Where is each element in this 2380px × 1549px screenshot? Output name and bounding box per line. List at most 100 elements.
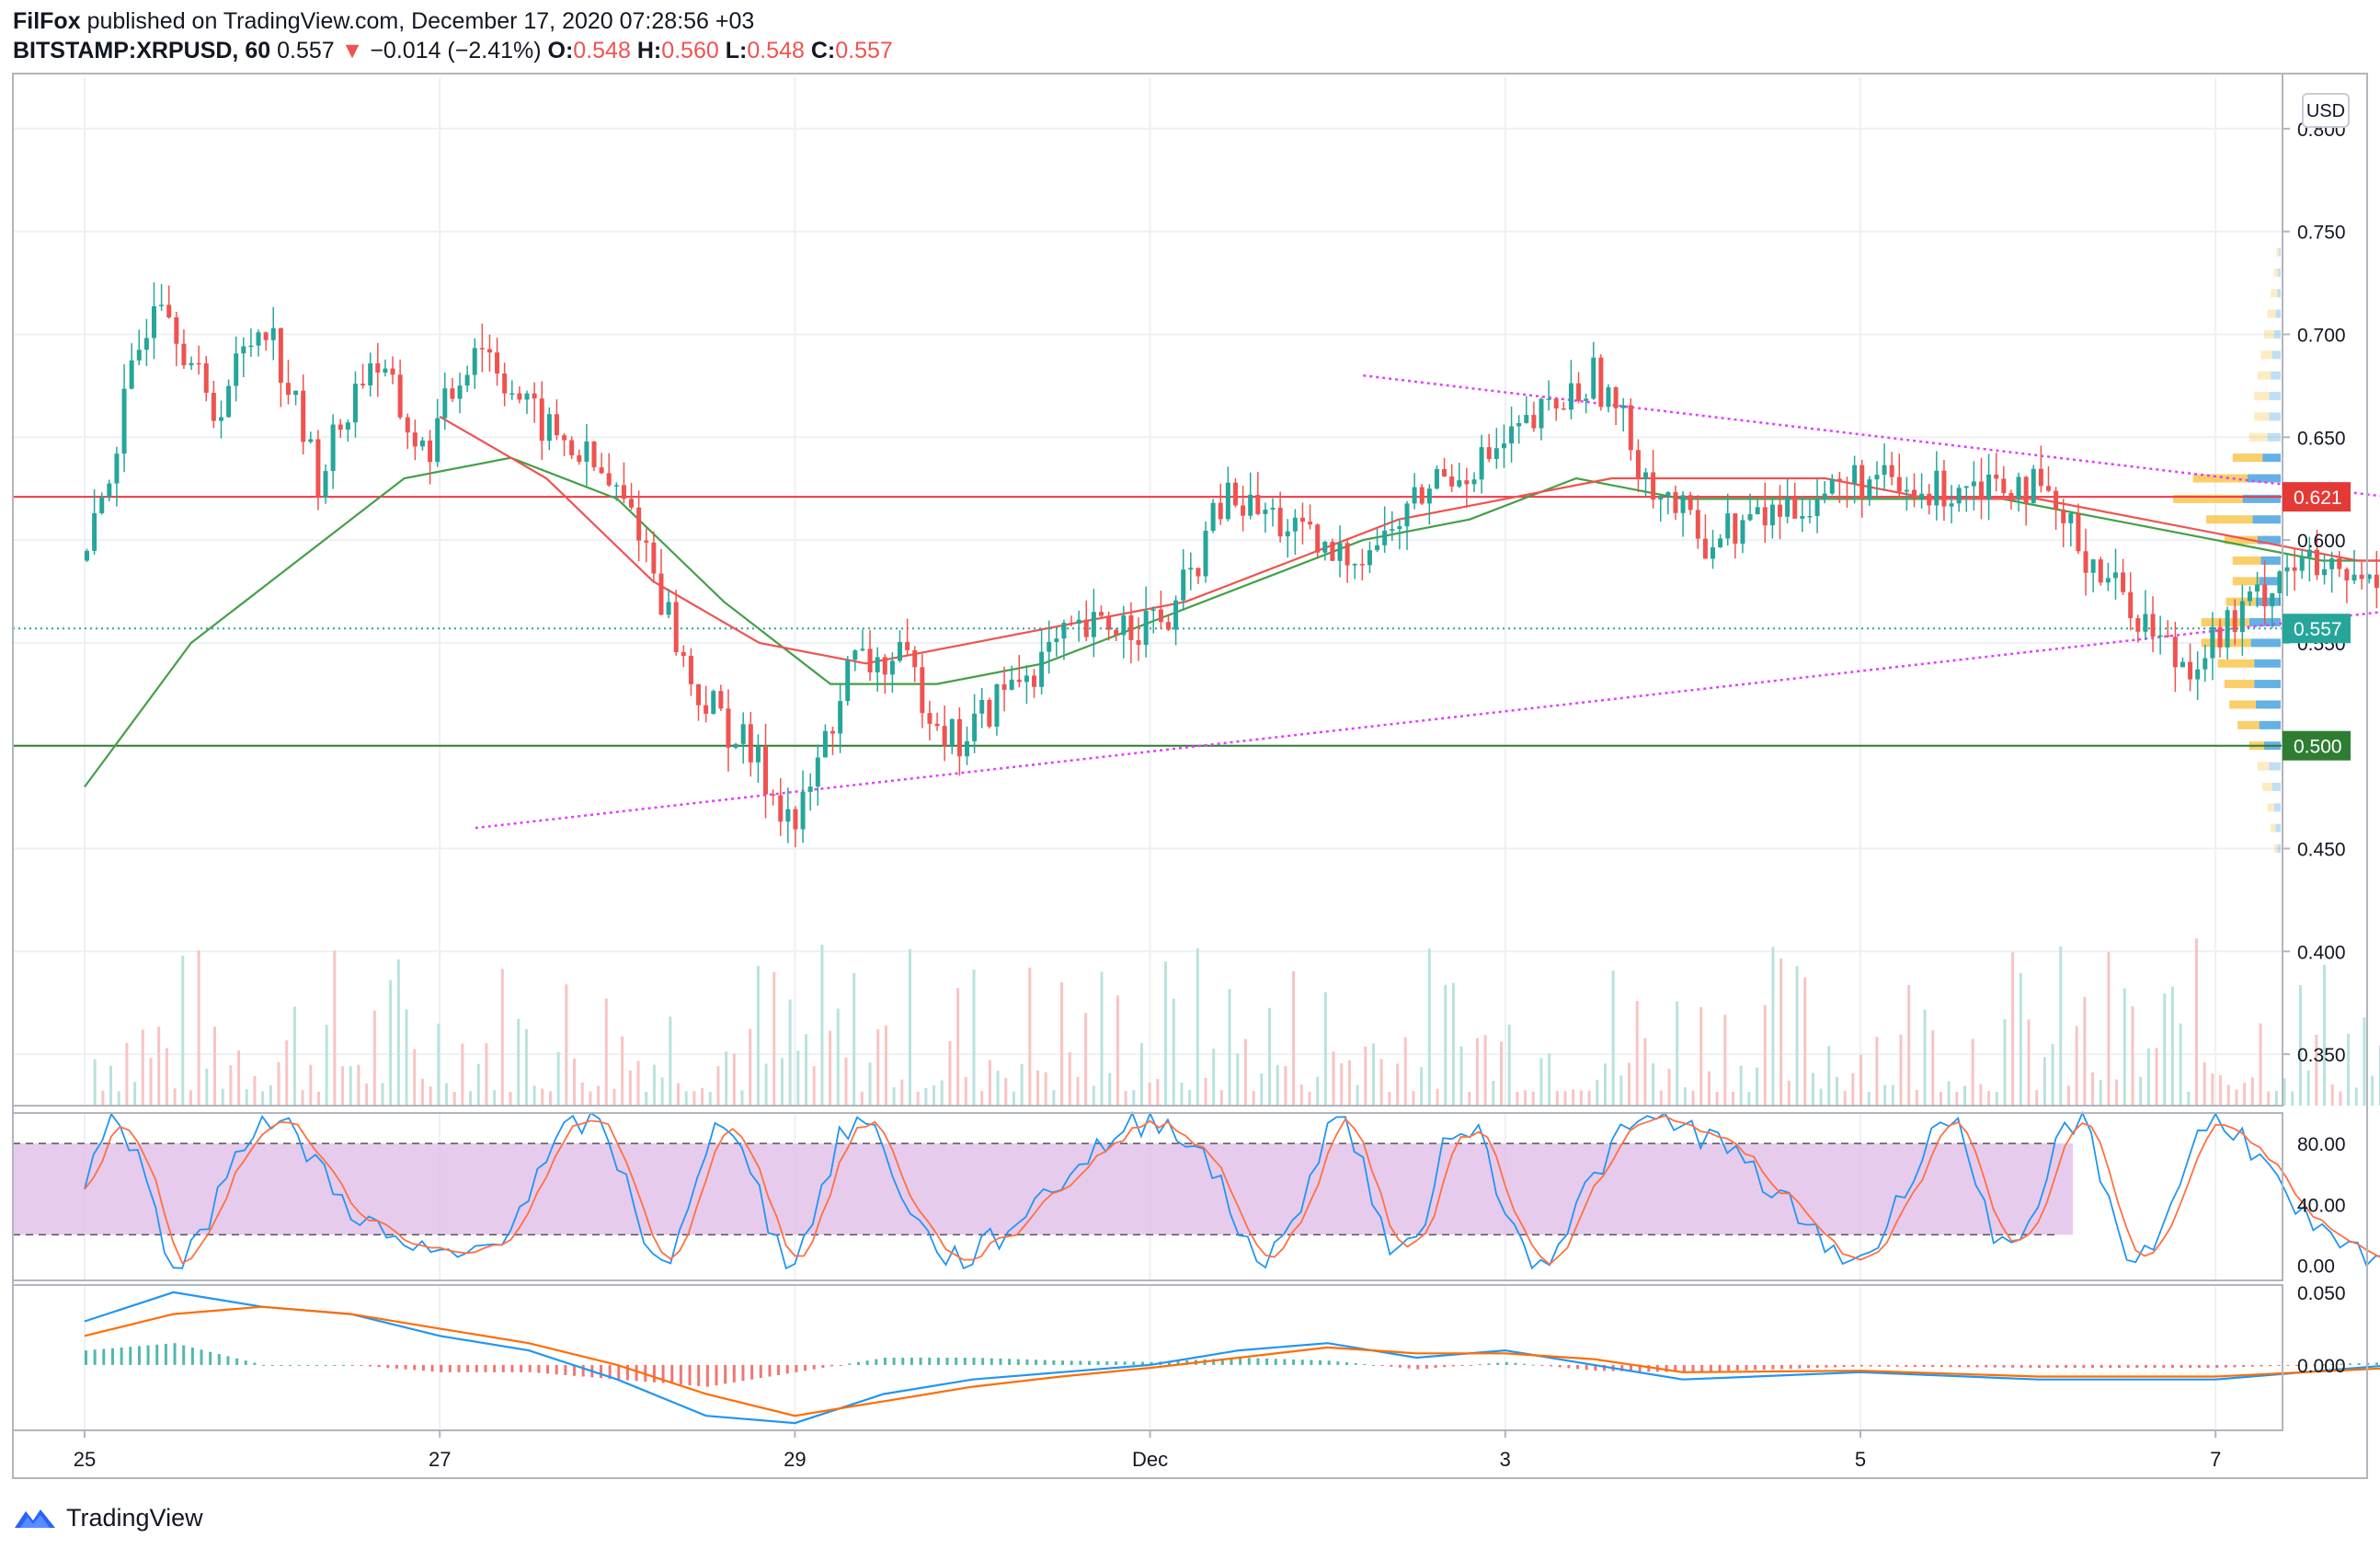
tradingview-footer[interactable]: TradingView <box>13 1499 203 1536</box>
candle-body <box>2344 568 2350 581</box>
volume-bar <box>1060 981 1064 1106</box>
candle-body <box>2135 618 2141 632</box>
volume-bar <box>2291 1091 2294 1106</box>
volume-bar <box>692 1091 696 1106</box>
volume-bar <box>956 988 960 1106</box>
volume-bar <box>189 1090 192 1106</box>
vp-up-bar <box>2248 474 2281 483</box>
volume-bar <box>2107 952 2111 1106</box>
vp-down-bar <box>2232 556 2261 565</box>
candle-body <box>1755 507 1760 515</box>
close-label: C: <box>810 38 836 63</box>
macd-histogram-bar <box>1550 1364 1553 1367</box>
macd-histogram-bar <box>1647 1364 1651 1372</box>
publisher-name[interactable]: FilFox <box>13 8 81 34</box>
usd-button[interactable]: USD <box>2302 93 2350 128</box>
candle-body <box>1785 497 1791 517</box>
volume-bar <box>1771 947 1775 1106</box>
candle-body <box>2068 513 2074 523</box>
vp-up-bar <box>2275 823 2281 832</box>
candle-body <box>338 424 343 430</box>
macd-histogram-bar <box>670 1364 674 1384</box>
candle-body <box>1449 476 1455 487</box>
time-axis: 252729Dec357911141618 <box>74 1430 2221 1471</box>
volume-bar <box>381 1083 384 1106</box>
footer-brand: TradingView <box>66 1503 203 1532</box>
candle-body <box>1158 609 1163 623</box>
candle-body <box>412 432 418 447</box>
macd-histogram-bar <box>919 1358 922 1365</box>
macd-histogram-bar <box>812 1364 816 1370</box>
candle-body <box>546 414 552 442</box>
candle-body <box>2277 571 2283 593</box>
volume-bar <box>292 1006 296 1106</box>
macd-histogram-bar <box>759 1364 762 1379</box>
macd-histogram-bar <box>1727 1364 1731 1371</box>
volume-bar <box>604 998 608 1106</box>
candle-body <box>644 540 649 543</box>
candle-body <box>1232 482 1238 506</box>
candle-body <box>1218 502 1223 520</box>
volume-bar <box>1803 977 1807 1106</box>
macd-histogram-bar <box>1327 1360 1331 1365</box>
vp-down-bar <box>2267 803 2274 812</box>
macd-histogram-bar <box>93 1349 97 1365</box>
macd-histogram-bar <box>1691 1364 1695 1372</box>
candles <box>85 281 2379 848</box>
candle-body <box>1792 497 1798 519</box>
macd-histogram-bar <box>1212 1359 1216 1365</box>
volume-bar <box>1939 1091 1942 1106</box>
macd-histogram-bar <box>2340 1363 2343 1365</box>
macd-histogram-bar <box>1247 1358 1251 1365</box>
macd-histogram-bar <box>2206 1364 2210 1369</box>
macd-histogram-bar <box>608 1364 612 1379</box>
volume-bar <box>1483 1035 1487 1106</box>
vp-down-bar <box>2224 680 2255 689</box>
macd-histogram-bar <box>1052 1360 1056 1365</box>
candle-body <box>301 390 306 442</box>
macd-histogram-bar <box>1771 1364 1775 1370</box>
candle-body <box>621 485 626 499</box>
volume-bar <box>2091 1072 2095 1106</box>
candle-body <box>1397 526 1402 530</box>
candle-body <box>2337 558 2342 569</box>
price-badge <box>2283 614 2351 644</box>
candle-body <box>1210 502 1216 531</box>
macd-histogram-bar <box>2330 1363 2334 1365</box>
triangle-lower-line <box>475 611 2380 830</box>
volume-bar <box>277 1061 280 1106</box>
volume-bar <box>732 1053 736 1106</box>
candle-body <box>2143 614 2148 632</box>
volume-bar <box>2019 972 2022 1106</box>
macd-histogram-bar <box>1434 1364 1437 1369</box>
volume-bar <box>309 1064 313 1106</box>
macd-histogram-bar <box>1878 1364 1882 1367</box>
volume-bar <box>101 1090 105 1106</box>
volume-bar <box>1763 1004 1767 1106</box>
macd-histogram-bar <box>1886 1364 1890 1367</box>
volume-bar <box>1116 995 1119 1106</box>
time-tick-label: Dec <box>1132 1448 1168 1471</box>
candle-body <box>2299 556 2305 571</box>
macd-histogram-bar <box>1851 1364 1855 1367</box>
macd-histogram-bar <box>821 1364 825 1369</box>
macd-histogram-bar <box>217 1354 221 1365</box>
macd-histogram-bar <box>2180 1364 2183 1369</box>
volume-bar <box>1652 1063 1655 1106</box>
candle-body <box>92 512 97 551</box>
candle-body <box>1248 494 1253 516</box>
macd-histogram-bar <box>955 1358 958 1365</box>
panel-frame-2 <box>12 1284 2283 1431</box>
candle-body <box>1509 426 1515 444</box>
volume-bar <box>1611 970 1615 1106</box>
candle-body <box>121 388 127 454</box>
candle-body <box>1150 609 1156 612</box>
volume-bar <box>820 945 824 1106</box>
volume-bar <box>1691 1090 1695 1106</box>
macd-histogram-bar <box>466 1364 470 1372</box>
symbol-name[interactable]: BITSTAMP:XRPUSD, 60 <box>13 38 271 63</box>
volume-bar <box>1683 1086 1687 1106</box>
vp-down-bar <box>2254 412 2270 421</box>
macd-histogram-bar <box>981 1358 985 1365</box>
